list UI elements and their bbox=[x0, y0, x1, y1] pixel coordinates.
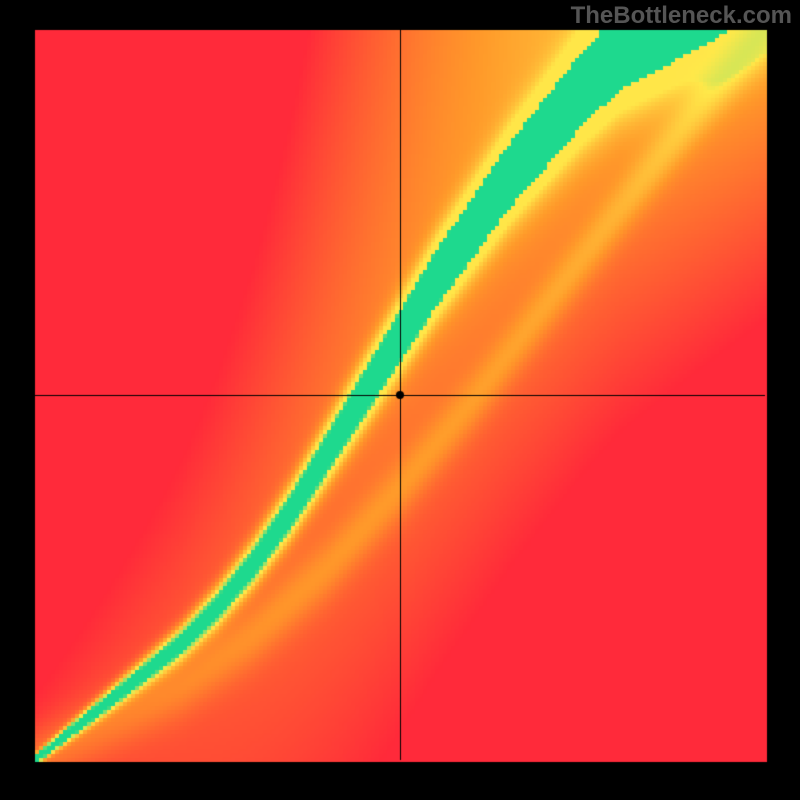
watermark-text: TheBottleneck.com bbox=[571, 2, 792, 30]
chart-root: TheBottleneck.com bbox=[0, 0, 800, 800]
heatmap-canvas bbox=[0, 0, 800, 800]
